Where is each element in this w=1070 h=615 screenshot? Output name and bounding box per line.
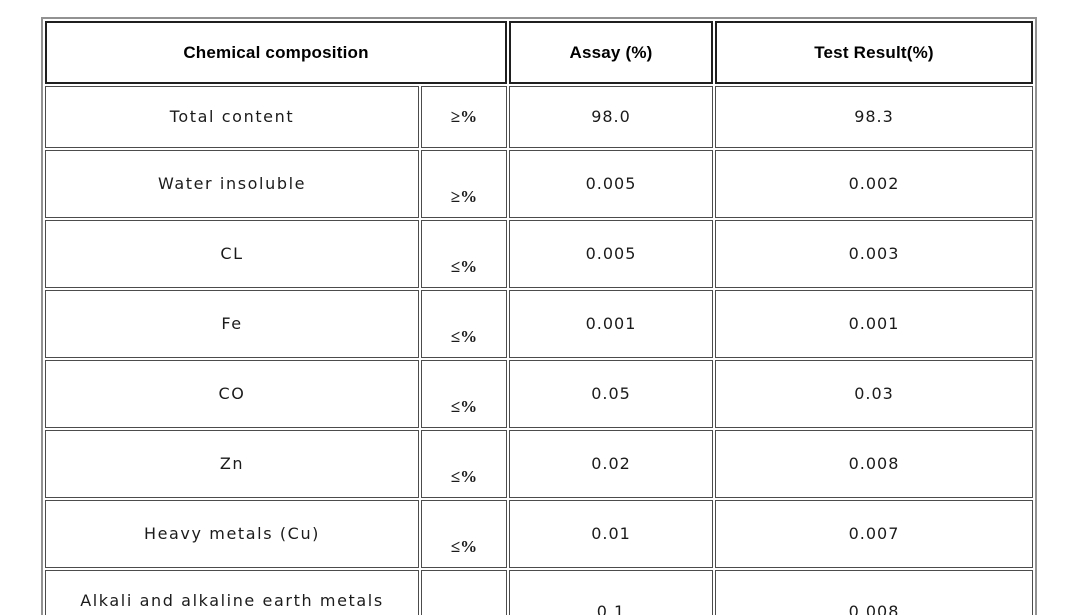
limit-symbol-cell: ≤% [421, 290, 507, 358]
assay-value-cell: 0.01 [509, 500, 713, 568]
assay-value-cell: 0.001 [509, 290, 713, 358]
test-result-value-cell: 98.3 [715, 86, 1033, 148]
component-name-cell: CO [45, 360, 419, 428]
limit-symbol-cell: ≤% [421, 500, 507, 568]
header-assay: Assay (%) [509, 21, 713, 84]
component-name-cell: Total content [45, 86, 419, 148]
assay-value-cell: 0.005 [509, 220, 713, 288]
table-row: Water insoluble ≥% 0.005 0.002 [45, 150, 1033, 218]
test-result-value-cell: 0.002 [715, 150, 1033, 218]
component-name-cell: Zn [45, 430, 419, 498]
test-result-value-cell: 0.003 [715, 220, 1033, 288]
test-result-value-cell: 0.03 [715, 360, 1033, 428]
table-row: CL ≤% 0.005 0.003 [45, 220, 1033, 288]
component-name-cell: Heavy metals (Cu) [45, 500, 419, 568]
test-result-value-cell: 0.001 [715, 290, 1033, 358]
table-row: Total content ≥% 98.0 98.3 [45, 86, 1033, 148]
limit-symbol-cell: ≤% [421, 220, 507, 288]
limit-symbol-cell: ≤% [421, 430, 507, 498]
header-chemical-composition: Chemical composition [45, 21, 507, 84]
assay-value-cell: 0.1 [509, 570, 713, 615]
component-name-cell: Alkali and alkaline earth metals (sulfat… [45, 570, 419, 615]
table-row: Alkali and alkaline earth metals (sulfat… [45, 570, 1033, 615]
component-name-cell: Water insoluble [45, 150, 419, 218]
limit-symbol-cell: ≥% [421, 150, 507, 218]
table-row: Fe ≤% 0.001 0.001 [45, 290, 1033, 358]
limit-symbol-cell: ≥% [421, 86, 507, 148]
assay-value-cell: 0.005 [509, 150, 713, 218]
test-result-value-cell: 0.008 [715, 430, 1033, 498]
table-row: CO ≤% 0.05 0.03 [45, 360, 1033, 428]
chemical-composition-table: Chemical composition Assay (%) Test Resu… [41, 17, 1037, 615]
header-row: Chemical composition Assay (%) Test Resu… [45, 21, 1033, 84]
test-result-value-cell: 0.007 [715, 500, 1033, 568]
assay-value-cell: 0.02 [509, 430, 713, 498]
assay-value-cell: 98.0 [509, 86, 713, 148]
component-name-cell: Fe [45, 290, 419, 358]
component-name-cell: CL [45, 220, 419, 288]
test-result-value-cell: 0.008 [715, 570, 1033, 615]
table-row: Zn ≤% 0.02 0.008 [45, 430, 1033, 498]
limit-symbol-cell: ≤% [421, 360, 507, 428]
assay-value-cell: 0.05 [509, 360, 713, 428]
table-row: Heavy metals (Cu) ≤% 0.01 0.007 [45, 500, 1033, 568]
header-test-result: Test Result(%) [715, 21, 1033, 84]
limit-symbol-cell: ≤% [421, 570, 507, 615]
